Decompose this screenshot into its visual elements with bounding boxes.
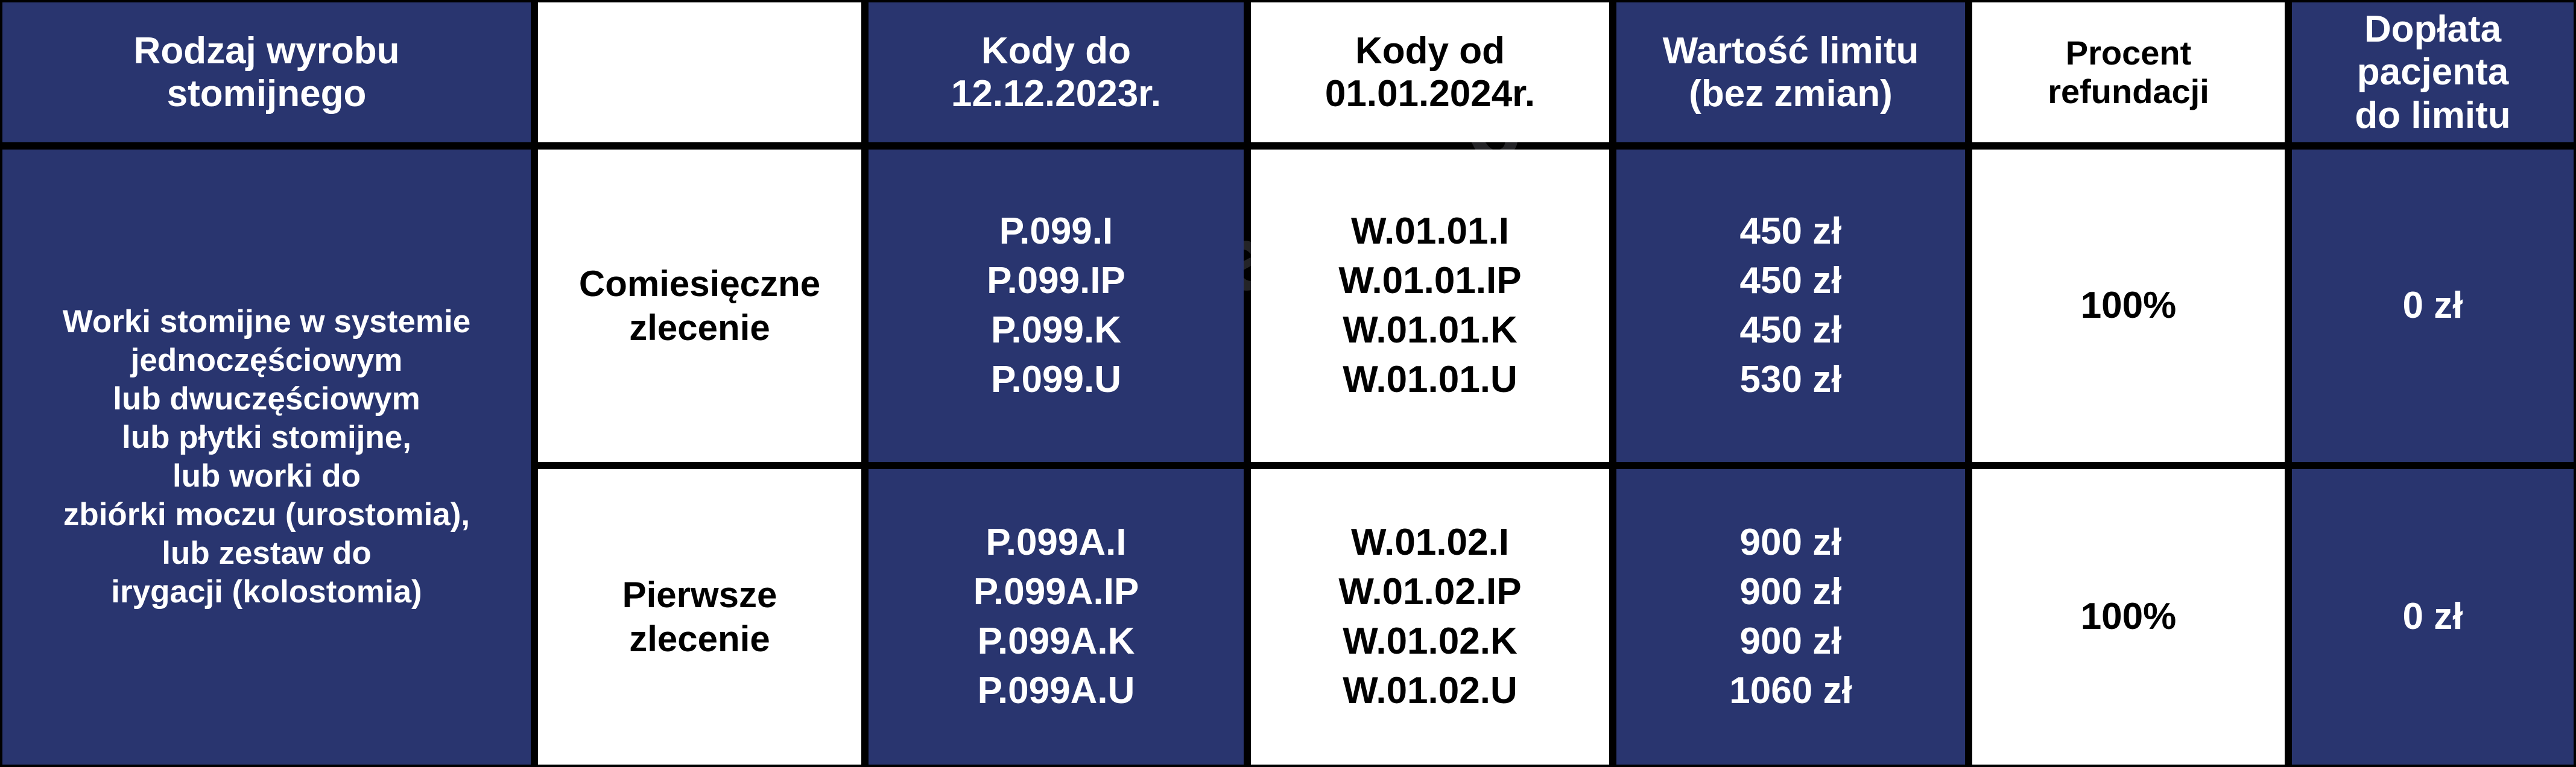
text-line: lub zestaw do [162, 535, 372, 572]
text-line: W.01.02.U [1343, 669, 1517, 712]
text-line: W.01.02.I [1351, 522, 1509, 564]
table-row-2-codes-until: P.099A.I P.099A.IP P.099A.K P.099A.U [869, 469, 1244, 765]
header-limit-value: Wartość limitu (bez zmian) [1616, 2, 1965, 142]
table-row-1-refund-percent: 100% [1972, 150, 2285, 462]
text-line: 900 zł [1739, 571, 1842, 613]
table-row-2-patient-copay: 0 zł [2292, 469, 2574, 765]
text-line: Rodzaj wyrobu [133, 30, 400, 72]
text-line: P.099A.K [977, 620, 1135, 662]
text-line: P.099A.IP [973, 571, 1139, 613]
header-codes-from-label: Kody od 01.01.2024r. [1251, 30, 1609, 116]
table-row-2-limit-value: 900 zł 900 zł 900 zł 1060 zł [1616, 469, 1965, 765]
text-line: Wartość limitu [1662, 30, 1919, 72]
text-line: W.01.02.K [1343, 620, 1517, 662]
text-line: W.01.01.IP [1338, 260, 1522, 302]
text-line: 450 zł [1739, 260, 1842, 302]
text-line: Kody do [981, 30, 1131, 72]
text-line: W.01.02.IP [1338, 571, 1522, 613]
text-line: lub dwuczęściowym [113, 380, 420, 417]
text-line: jednoczęściowym [130, 342, 403, 378]
text-line: Comiesięczne [578, 263, 821, 304]
text-line: do limitu [2355, 94, 2511, 136]
text-line: lub worki do [172, 458, 361, 494]
text-line: refundacji [2048, 72, 2209, 110]
text-line: zbiórki moczu (urostomia), [63, 497, 470, 533]
row-2-codes-from-text: W.01.02.I W.01.02.IP W.01.02.K W.01.02.U [1251, 518, 1609, 715]
text-line: W.01.01.U [1343, 358, 1517, 400]
text-line: 100% [2080, 595, 2177, 637]
text-line: zlecenie [629, 308, 770, 348]
row-1-order-type-text: Comiesięczne zlecenie [538, 262, 861, 350]
table-row-2-order-type: Pierwsze zlecenie [538, 469, 861, 765]
text-line: 12.12.2023r. [951, 73, 1162, 115]
text-line: 100% [2080, 284, 2177, 326]
table-row-2-codes-from: W.01.02.I W.01.02.IP W.01.02.K W.01.02.U [1251, 469, 1609, 765]
row-2-order-type-text: Pierwsze zlecenie [538, 573, 861, 661]
table-row-1-codes-until: P.099.I P.099.IP P.099.K P.099.U [869, 150, 1244, 462]
text-line: Pierwsze [622, 574, 777, 615]
header-order-type [538, 2, 861, 142]
row-1-patient-copay-text: 0 zł [2292, 285, 2574, 327]
text-line: 530 zł [1739, 358, 1842, 400]
table-row-1-codes-from: W.01.01.I W.01.01.IP W.01.01.K W.01.01.U [1251, 150, 1609, 462]
header-patient-copay-label: Dopłata pacjenta do limitu [2292, 8, 2574, 137]
row-1-codes-from-text: W.01.01.I W.01.01.IP W.01.01.K W.01.01.U [1251, 207, 1609, 404]
table-row-1-patient-copay: 0 zł [2292, 150, 2574, 462]
table-row-2-refund-percent: 100% [1972, 469, 2285, 765]
header-product-type: Rodzaj wyrobu stomijnego [2, 2, 531, 142]
text-line: 900 zł [1739, 522, 1842, 564]
text-line: Worki stomijne w systemie [62, 303, 471, 339]
cell-product-description: Worki stomijne w systemie jednoczęściowym… [2, 150, 531, 765]
product-description-text: Worki stomijne w systemie jednoczęściowym… [2, 303, 531, 612]
header-patient-copay: Dopłata pacjenta do limitu [2292, 2, 2574, 142]
text-line: P.099.I [999, 210, 1113, 253]
header-refund-percent: Procent refundacji [1972, 2, 2285, 142]
header-codes-from: Kody od 01.01.2024r. [1251, 2, 1609, 142]
text-line: 1060 zł [1729, 669, 1852, 712]
text-line: 900 zł [1739, 620, 1842, 662]
text-line: 450 zł [1739, 210, 1842, 253]
text-line: lub płytki stomijne, [121, 419, 411, 455]
table-row-1-order-type: Comiesięczne zlecenie [538, 150, 861, 462]
text-line: (bez zmian) [1689, 73, 1893, 115]
row-2-patient-copay-text: 0 zł [2292, 596, 2574, 639]
text-line: Kody od [1355, 30, 1505, 72]
text-line: irygacji (kolostomia) [111, 574, 422, 610]
text-line: P.099A.I [986, 522, 1127, 564]
row-2-codes-until-text: P.099A.I P.099A.IP P.099A.K P.099A.U [869, 518, 1244, 715]
header-limit-value-label: Wartość limitu (bez zmian) [1616, 30, 1965, 116]
text-line: P.099A.U [977, 669, 1135, 712]
header-refund-percent-label: Procent refundacji [1972, 34, 2285, 112]
text-line: P.099.U [990, 358, 1122, 400]
text-line: 0 zł [2402, 284, 2463, 326]
row-2-refund-percent-text: 100% [1972, 596, 2285, 639]
text-line: zlecenie [629, 619, 770, 659]
text-line: W.01.01.K [1343, 309, 1517, 351]
text-line: W.01.01.I [1351, 210, 1509, 253]
text-line: Procent [2065, 33, 2192, 72]
text-line: Dopłata pacjenta [2356, 8, 2509, 93]
header-codes-until-label: Kody do 12.12.2023r. [869, 30, 1244, 116]
text-line: 0 zł [2402, 595, 2463, 637]
row-1-codes-until-text: P.099.I P.099.IP P.099.K P.099.U [869, 207, 1244, 404]
text-line: P.099.K [990, 309, 1122, 351]
text-line: stomijnego [166, 73, 367, 115]
header-product-type-label: Rodzaj wyrobu stomijnego [2, 30, 531, 116]
text-line: P.099.IP [987, 260, 1125, 302]
row-1-refund-percent-text: 100% [1972, 285, 2285, 327]
row-1-limit-value-text: 450 zł 450 zł 450 zł 530 zł [1616, 207, 1965, 404]
text-line: 450 zł [1739, 309, 1842, 351]
text-line: 01.01.2024r. [1324, 73, 1536, 115]
row-2-limit-value-text: 900 zł 900 zł 900 zł 1060 zł [1616, 518, 1965, 715]
header-codes-until: Kody do 12.12.2023r. [869, 2, 1244, 142]
table-row-1-limit-value: 450 zł 450 zł 450 zł 530 zł [1616, 150, 1965, 462]
